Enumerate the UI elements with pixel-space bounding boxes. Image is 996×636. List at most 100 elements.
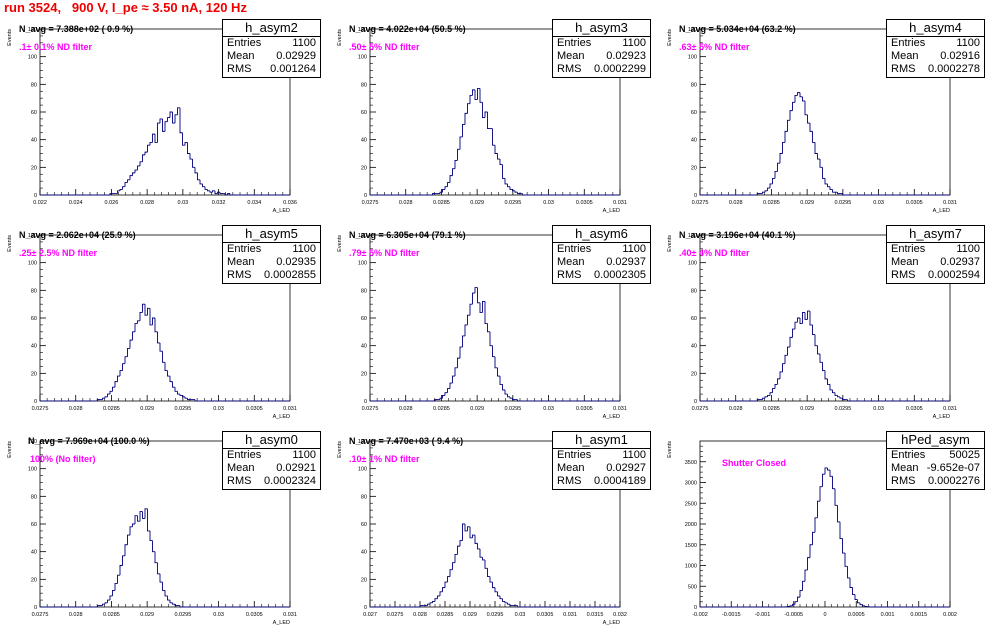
y-tick-label: 20 bbox=[31, 371, 37, 377]
histogram-bin bbox=[803, 97, 806, 101]
stats-value: 1100 bbox=[956, 243, 980, 256]
histogram-bin bbox=[498, 592, 501, 596]
stats-value: 0.02937 bbox=[606, 256, 646, 269]
histogram-bin bbox=[490, 332, 493, 346]
histogram-bin bbox=[768, 188, 771, 191]
y-tick-label: 80 bbox=[31, 82, 37, 88]
histogram-bin bbox=[850, 578, 853, 588]
histogram-bin bbox=[453, 376, 456, 383]
y-tick-label: 0 bbox=[694, 605, 697, 611]
histogram-bin bbox=[220, 192, 223, 193]
stats-box-title: h_asym4 bbox=[887, 20, 984, 37]
histogram-bin bbox=[808, 558, 811, 570]
histogram-bin bbox=[485, 301, 488, 323]
x-tick-label: 0.028 bbox=[140, 200, 154, 206]
histogram-bin bbox=[130, 176, 133, 180]
histogram-bin bbox=[445, 393, 448, 396]
histogram-bin bbox=[503, 384, 506, 390]
stats-key: Entries bbox=[891, 449, 925, 462]
stats-key: Entries bbox=[227, 243, 261, 256]
histogram-bin bbox=[208, 189, 211, 190]
histogram-bin bbox=[810, 123, 813, 131]
histogram-bin bbox=[143, 155, 146, 162]
histogram-bin bbox=[845, 553, 848, 566]
histogram-bin bbox=[790, 606, 793, 607]
x-tick-label: 0.0015 bbox=[910, 612, 927, 618]
histogram-bin bbox=[448, 389, 451, 393]
histogram-bin bbox=[178, 391, 181, 394]
histogram-bin bbox=[805, 101, 808, 115]
histogram-bin bbox=[468, 104, 471, 114]
stats-key: Entries bbox=[557, 37, 591, 50]
histogram-bin bbox=[175, 387, 178, 391]
stats-box-title: hPed_asym bbox=[887, 432, 984, 449]
y-tick-label: 60 bbox=[31, 110, 37, 116]
histogram-bin bbox=[433, 601, 436, 602]
x-tick-label: 0.0295 bbox=[504, 406, 521, 412]
histogram-title: N_avg = 6.305e+04 (79.1 %) bbox=[349, 230, 466, 240]
histogram-bin bbox=[198, 173, 201, 180]
histogram-bin bbox=[775, 384, 778, 388]
histogram-bin bbox=[473, 293, 476, 304]
x-tick-label: 0.029 bbox=[140, 406, 154, 412]
x-tick-label: 0.029 bbox=[470, 200, 484, 206]
x-tick-label: 0.0295 bbox=[504, 200, 521, 206]
x-tick-label: 0.0275 bbox=[692, 406, 709, 412]
histogram-bin bbox=[455, 368, 458, 376]
y-tick-label: 0 bbox=[34, 193, 37, 199]
y-tick-label: 500 bbox=[688, 584, 697, 590]
stats-value: 0.001264 bbox=[270, 63, 316, 76]
histogram-bin bbox=[503, 599, 506, 602]
stats-value: 0.02935 bbox=[276, 256, 316, 269]
y-tick-label: 0 bbox=[34, 399, 37, 405]
stats-key: RMS bbox=[891, 63, 915, 76]
stats-value: 0.0002855 bbox=[264, 269, 316, 282]
histogram-bin bbox=[823, 474, 826, 486]
histogram-bin bbox=[478, 288, 481, 303]
stats-box-title: h_asym7 bbox=[887, 226, 984, 243]
histogram-bin bbox=[168, 596, 171, 600]
x-tick-label: 0.0305 bbox=[576, 200, 593, 206]
histogram-bin bbox=[815, 142, 818, 153]
histogram-bin bbox=[430, 603, 433, 604]
x-tick-label: 0.0295 bbox=[174, 612, 191, 618]
stats-value: 0.02937 bbox=[940, 256, 980, 269]
histogram-bin bbox=[785, 355, 788, 363]
histogram-bin bbox=[148, 145, 151, 152]
histogram-bin bbox=[135, 170, 138, 173]
stats-value: 0.0002276 bbox=[928, 475, 980, 488]
histogram-series bbox=[40, 108, 290, 195]
x-tick-label: 0.0285 bbox=[433, 406, 450, 412]
y-tick-label: 40 bbox=[31, 344, 37, 350]
stats-value: 1100 bbox=[622, 243, 646, 256]
x-tick-label: 0.0285 bbox=[763, 406, 780, 412]
histogram-bin bbox=[173, 603, 176, 604]
x-tick-label: 0.031 bbox=[943, 200, 957, 206]
y-tick-label: 20 bbox=[31, 577, 37, 583]
histogram-bin bbox=[775, 171, 778, 178]
histogram-bin bbox=[150, 531, 153, 541]
histogram-bin bbox=[818, 501, 821, 518]
x-axis-label: A_LED bbox=[273, 620, 290, 626]
histogram-bin bbox=[800, 93, 803, 97]
histogram-bin bbox=[450, 176, 453, 183]
y-tick-label: 2000 bbox=[685, 522, 697, 528]
stats-value: 0.0004189 bbox=[594, 475, 646, 488]
y-tick-label: 40 bbox=[361, 344, 367, 350]
histogram-bin bbox=[108, 600, 111, 603]
histogram-bin bbox=[798, 597, 801, 602]
histogram-bin bbox=[185, 397, 188, 398]
x-tick-label: 0.028 bbox=[399, 406, 413, 412]
histogram-bin bbox=[475, 535, 478, 543]
histogram-bin bbox=[103, 398, 106, 399]
histogram-bin bbox=[773, 389, 776, 393]
x-tick-label: 0.031 bbox=[283, 612, 297, 618]
x-tick-label: 0.0275 bbox=[362, 406, 379, 412]
